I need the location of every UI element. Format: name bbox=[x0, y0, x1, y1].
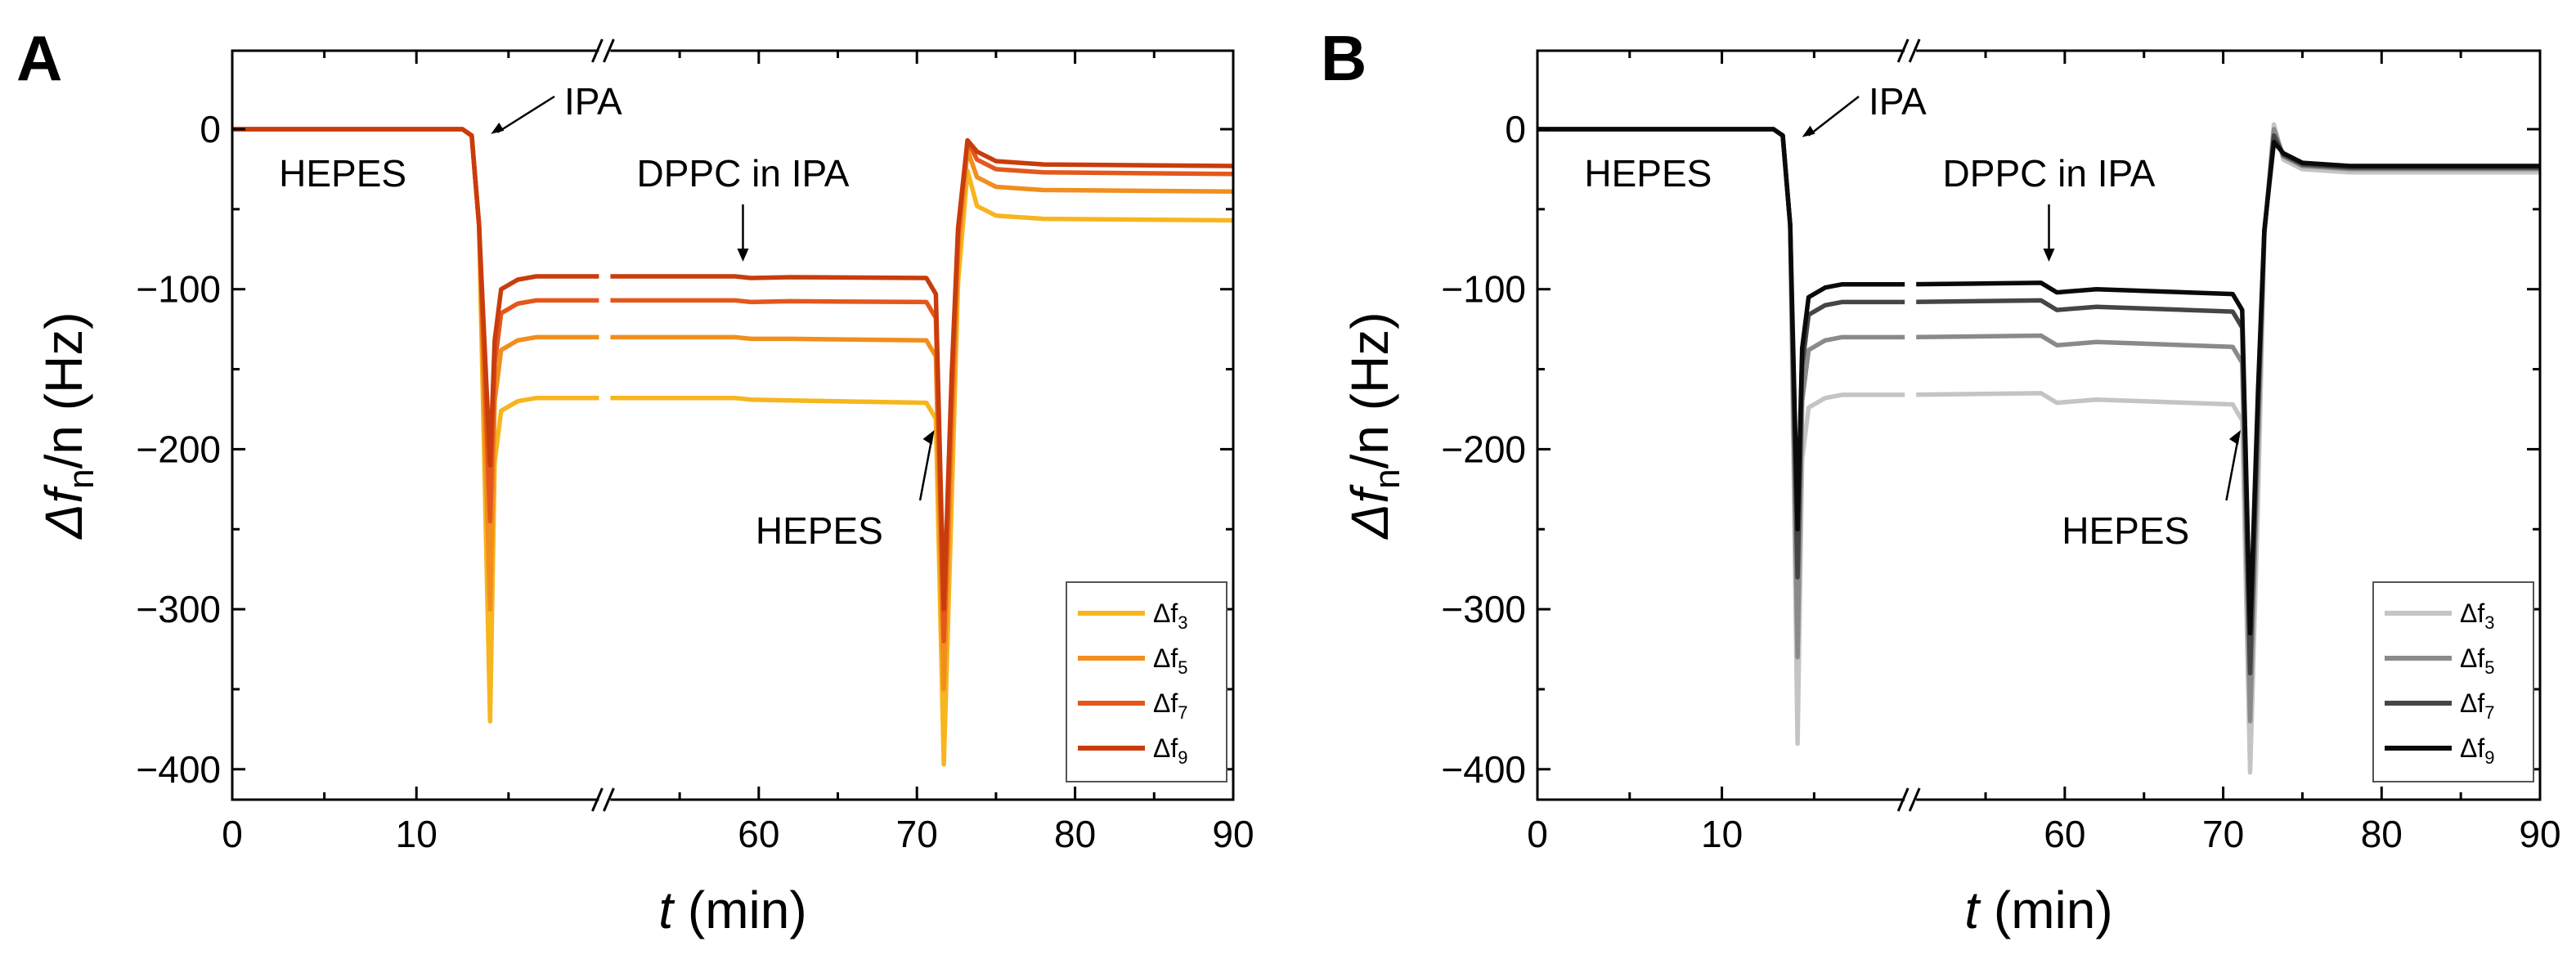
x-tick-label: 80 bbox=[1054, 813, 1096, 855]
y-axis-label-rest: /n (Hz) bbox=[34, 312, 93, 469]
legend-label-sub: 9 bbox=[2484, 747, 2494, 768]
legend-label-sub: 9 bbox=[1178, 747, 1187, 768]
legend-label-sub: 7 bbox=[1178, 702, 1187, 723]
series-line-f9 bbox=[1537, 127, 2540, 636]
x-axis-label-var: t bbox=[1964, 881, 1981, 939]
legend-label-sub: 5 bbox=[2484, 657, 2494, 678]
legend-label-name: Δf bbox=[1153, 688, 1178, 718]
axis-break-mark-top bbox=[1896, 38, 1921, 63]
x-axis-label: t (min) bbox=[1964, 881, 2112, 939]
y-axis-label-sub: n bbox=[61, 469, 101, 488]
annotation-hepes-start: HEPES bbox=[1584, 152, 1712, 195]
y-tick-label: −300 bbox=[136, 588, 221, 630]
legend-label-name: Δf bbox=[2460, 643, 2484, 673]
y-tick-label: 0 bbox=[1505, 108, 1526, 150]
legend-label-f5: Δf5 bbox=[1153, 643, 1188, 678]
annotation-ipa-arrowhead bbox=[491, 122, 505, 134]
series-line-f9 bbox=[232, 127, 1234, 612]
series-group bbox=[232, 127, 1234, 767]
plot-frame bbox=[231, 49, 1235, 801]
y-axis-label: Δfn/n (Hz) bbox=[34, 312, 101, 540]
annotation-ipa-arrow bbox=[1807, 96, 1860, 137]
annotation-ipa: IPA bbox=[1869, 80, 1927, 123]
y-tick-label: −200 bbox=[136, 428, 221, 470]
legend-label-f9: Δf9 bbox=[1153, 733, 1188, 768]
legend-label-f5: Δf5 bbox=[2460, 643, 2495, 678]
annotation-dppc-arrowhead bbox=[2043, 249, 2055, 262]
legend-label-name: Δf bbox=[2460, 599, 2484, 628]
series-group bbox=[1537, 122, 2540, 775]
x-tick-label: 0 bbox=[222, 813, 243, 855]
x-tick-label: 90 bbox=[2519, 813, 2560, 855]
plot-frame bbox=[1536, 49, 2542, 801]
annotation-hepes-return: HEPES bbox=[2062, 509, 2189, 552]
y-tick-label: −100 bbox=[1441, 268, 1526, 311]
y-axis-label-sub: n bbox=[1367, 469, 1407, 488]
annotation-hepes-return: HEPES bbox=[756, 509, 883, 552]
annotation-dppc: DPPC in IPA bbox=[637, 152, 850, 195]
annotation-hepes-arrowhead bbox=[922, 430, 935, 445]
x-tick-label: 60 bbox=[2044, 813, 2085, 855]
y-tick-label: −100 bbox=[136, 268, 221, 311]
legend-label-name: Δf bbox=[2460, 733, 2484, 763]
y-axis-label-prefix: Δf bbox=[1340, 484, 1399, 540]
x-axis-label-unit: (min) bbox=[673, 881, 807, 939]
y-tick-label: −400 bbox=[1441, 748, 1526, 791]
axis-break-mark-bottom bbox=[591, 787, 615, 812]
legend-label-f3: Δf3 bbox=[1153, 599, 1188, 633]
axis-break-gap bbox=[599, 43, 611, 808]
x-tick-label: 0 bbox=[1527, 813, 1548, 855]
x-tick-label: 70 bbox=[2202, 813, 2244, 855]
x-tick-label: 70 bbox=[896, 813, 938, 855]
annotation-hepes-arrow bbox=[918, 433, 934, 501]
annotation-dppc-arrowhead bbox=[737, 249, 749, 262]
x-tick-label: 80 bbox=[2361, 813, 2403, 855]
legend-label-f7: Δf7 bbox=[1153, 688, 1188, 723]
x-axis-label-var: t bbox=[658, 881, 675, 939]
annotation-ipa-arrow bbox=[496, 95, 555, 133]
y-tick-label: −400 bbox=[136, 748, 221, 791]
y-tick-label: −200 bbox=[1441, 428, 1526, 470]
x-tick-label: 90 bbox=[1212, 813, 1254, 855]
y-axis-label-prefix: Δf bbox=[34, 484, 93, 540]
y-tick-label: 0 bbox=[200, 108, 221, 150]
x-axis-label: t (min) bbox=[658, 881, 806, 939]
annotation-dppc: DPPC in IPA bbox=[1943, 152, 2156, 195]
legend-label-name: Δf bbox=[1153, 733, 1178, 763]
legend-label-f9: Δf9 bbox=[2460, 733, 2495, 768]
legend-label-name: Δf bbox=[1153, 599, 1178, 628]
axis-break-mark-top bbox=[591, 38, 615, 63]
panel-letter: A bbox=[16, 22, 62, 94]
annotation-hepes-arrow bbox=[2225, 433, 2241, 501]
legend-label-sub: 5 bbox=[1178, 657, 1187, 678]
y-tick-label: −300 bbox=[1441, 588, 1526, 630]
x-tick-label: 10 bbox=[1701, 813, 1743, 855]
legend-label-sub: 3 bbox=[2484, 612, 2494, 633]
legend-label-f7: Δf7 bbox=[2460, 688, 2495, 723]
axis-break-gap bbox=[1905, 43, 1917, 808]
x-axis-label-unit: (min) bbox=[1979, 881, 2113, 939]
annotation-hepes-arrowhead bbox=[2228, 430, 2241, 445]
legend-label-sub: 7 bbox=[2484, 702, 2494, 723]
legend-label-name: Δf bbox=[1153, 643, 1178, 673]
legend-label-name: Δf bbox=[2460, 688, 2484, 718]
annotation-ipa: IPA bbox=[564, 80, 622, 123]
y-axis-label: Δfn/n (Hz) bbox=[1340, 312, 1407, 540]
annotation-ipa-arrowhead bbox=[1802, 125, 1815, 137]
annotation-hepes-start: HEPES bbox=[279, 152, 406, 195]
axis-break-mark-bottom bbox=[1896, 787, 1921, 812]
x-tick-label: 60 bbox=[738, 813, 779, 855]
panel-letter: B bbox=[1321, 22, 1367, 94]
legend-label-sub: 3 bbox=[1178, 612, 1187, 633]
legend-label-f3: Δf3 bbox=[2460, 599, 2495, 633]
x-tick-label: 10 bbox=[396, 813, 438, 855]
y-axis-label-rest: /n (Hz) bbox=[1340, 312, 1399, 469]
